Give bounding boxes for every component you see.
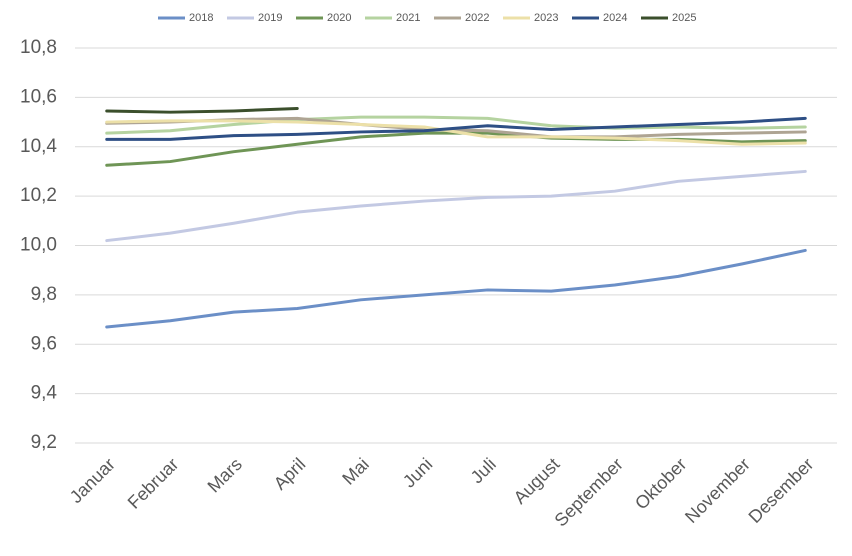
x-tick-label: April: [270, 454, 310, 494]
x-tick-label: November: [681, 454, 754, 527]
series-line: [105, 115, 807, 135]
legend-label: 2019: [258, 12, 282, 24]
y-tick-label: 10,2: [20, 185, 57, 206]
y-tick-label: 10,6: [20, 86, 57, 107]
legend-label: 2024: [603, 12, 627, 24]
y-tick-label: 9,8: [31, 284, 57, 305]
x-tick-label: August: [510, 454, 564, 508]
series-line: [105, 116, 807, 141]
x-tick-label: Mars: [204, 454, 246, 496]
x-tick-label: Juni: [399, 454, 436, 491]
series-line: [105, 169, 807, 243]
legend-label: 2021: [396, 12, 420, 24]
x-tick-label: Februar: [124, 454, 183, 513]
y-tick-label: 9,4: [31, 383, 58, 404]
x-tick-label: September: [551, 454, 627, 530]
series-line: [105, 119, 807, 146]
x-tick-label: Mai: [338, 454, 373, 489]
legend-label: 2023: [534, 12, 558, 24]
x-tick-label: Oktober: [631, 454, 690, 513]
legend-label: 2018: [189, 12, 213, 24]
legend-label: 2022: [465, 12, 489, 24]
x-tick-label: Januar: [66, 454, 119, 507]
legend-label: 2025: [672, 12, 696, 24]
x-tick-label: Desember: [745, 454, 818, 527]
series-line: [105, 248, 807, 329]
y-tick-label: 9,2: [31, 432, 57, 453]
legend-label: 2020: [327, 12, 351, 24]
y-tick-label: 10,0: [20, 235, 57, 256]
x-tick-label: Juli: [467, 454, 500, 487]
y-tick-label: 10,8: [20, 37, 57, 58]
series-line: [105, 106, 299, 114]
y-tick-label: 10,4: [20, 136, 57, 157]
y-tick-label: 9,6: [31, 333, 57, 354]
